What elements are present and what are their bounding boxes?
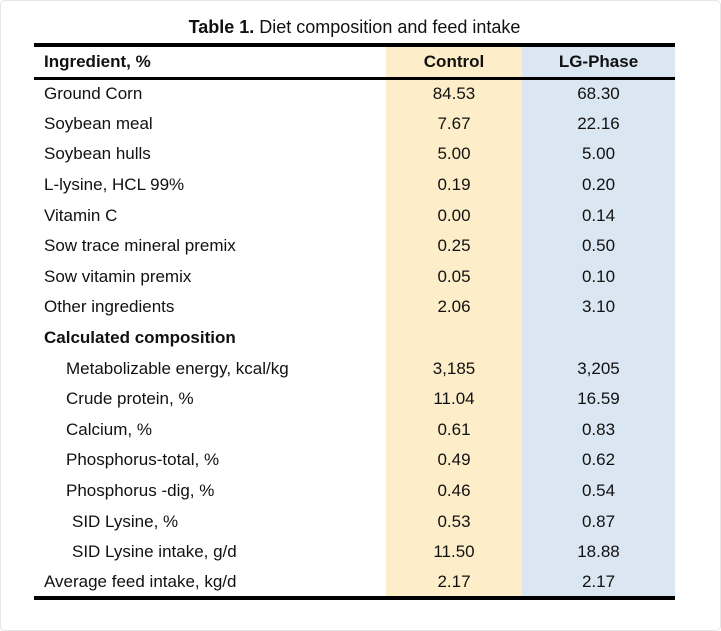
control-value-cell: 0.25	[386, 230, 522, 262]
table-row: Average feed intake, kg/d 2.17 2.17	[34, 567, 675, 599]
lg-phase-value-cell: 68.30	[522, 78, 675, 109]
ingredient-cell: L-lysine, HCL 99%	[34, 169, 386, 201]
column-header-control: Control	[386, 45, 522, 78]
control-value-cell: 0.05	[386, 261, 522, 293]
table-row: Soybean meal 7.67 22.16	[34, 108, 675, 140]
lg-phase-value-cell: 0.50	[522, 230, 675, 262]
section-header-cell: Calculated composition	[34, 322, 386, 354]
lg-phase-value-cell: 0.14	[522, 200, 675, 231]
control-value-cell: 11.04	[386, 383, 522, 415]
control-value-cell: 2.06	[386, 292, 522, 323]
table-row: Calcium, % 0.61 0.83	[34, 414, 675, 446]
control-value-cell: 3,185	[386, 353, 522, 384]
control-value-cell: 7.67	[386, 108, 522, 140]
control-value-cell: 0.49	[386, 445, 522, 476]
table-row: Vitamin C 0.00 0.14	[34, 200, 675, 231]
table-row: Phosphorus-total, % 0.49 0.62	[34, 445, 675, 476]
control-value-cell: 84.53	[386, 78, 522, 109]
ingredient-cell: Calcium, %	[34, 414, 386, 446]
control-value-cell: 0.46	[386, 475, 522, 507]
column-header-lg-phase: LG-Phase	[522, 45, 675, 78]
lg-phase-value-cell: 0.20	[522, 169, 675, 201]
table-title-number: Table 1.	[188, 17, 255, 37]
ingredient-cell: SID Lysine, %	[34, 506, 386, 537]
table-row: Sow trace mineral premix 0.25 0.50	[34, 230, 675, 262]
table-row: Crude protein, % 11.04 16.59	[34, 383, 675, 415]
lg-phase-value-cell: 18.88	[522, 536, 675, 568]
ingredient-cell: Metabolizable energy, kcal/kg	[34, 353, 386, 384]
table-title-text: Diet composition and feed intake	[254, 17, 521, 37]
lg-phase-value-cell: 3.10	[522, 292, 675, 323]
lg-phase-value-cell: 16.59	[522, 383, 675, 415]
table-row: Ground Corn 84.53 68.30	[34, 78, 675, 109]
ingredient-cell: Soybean hulls	[34, 139, 386, 170]
ingredient-cell: Sow trace mineral premix	[34, 230, 386, 262]
control-value-cell: 0.00	[386, 200, 522, 231]
lg-phase-value-cell: 0.62	[522, 445, 675, 476]
control-value-cell: 0.61	[386, 414, 522, 446]
table-row: SID Lysine, % 0.53 0.87	[34, 506, 675, 537]
header-row: Ingredient, % Control LG-Phase	[34, 45, 675, 78]
table-row: Phosphorus -dig, % 0.46 0.54	[34, 475, 675, 507]
diet-composition-table: Ingredient, % Control LG-Phase Ground Co…	[34, 43, 675, 601]
ingredient-cell: Other ingredients	[34, 292, 386, 323]
ingredient-cell: Crude protein, %	[34, 383, 386, 415]
table-row: L-lysine, HCL 99% 0.19 0.20	[34, 169, 675, 201]
table-title: Table 1. Diet composition and feed intak…	[34, 13, 675, 41]
ingredient-cell: Phosphorus-total, %	[34, 445, 386, 476]
lg-phase-value-cell: 0.83	[522, 414, 675, 446]
column-header-ingredient: Ingredient, %	[44, 51, 151, 71]
lg-phase-value-cell: 0.87	[522, 506, 675, 537]
control-value-cell: 2.17	[386, 567, 522, 599]
table-row: Metabolizable energy, kcal/kg 3,185 3,20…	[34, 353, 675, 384]
lg-phase-value-cell: 0.10	[522, 261, 675, 293]
control-value-cell: 5.00	[386, 139, 522, 170]
ingredient-cell: Soybean meal	[34, 108, 386, 140]
ingredient-cell: Average feed intake, kg/d	[34, 567, 386, 599]
ingredient-cell: Phosphorus -dig, %	[34, 475, 386, 507]
table-row: Soybean hulls 5.00 5.00	[34, 139, 675, 170]
lg-phase-value-cell: 0.54	[522, 475, 675, 507]
ingredient-cell: Sow vitamin premix	[34, 261, 386, 293]
control-value-cell	[386, 322, 522, 354]
ingredient-cell: Ground Corn	[34, 78, 386, 109]
lg-phase-value-cell	[522, 322, 675, 354]
table-row: Sow vitamin premix 0.05 0.10	[34, 261, 675, 293]
control-value-cell: 0.19	[386, 169, 522, 201]
control-value-cell: 11.50	[386, 536, 522, 568]
lg-phase-value-cell: 3,205	[522, 353, 675, 384]
lg-phase-value-cell: 2.17	[522, 567, 675, 599]
table-row: Other ingredients 2.06 3.10	[34, 292, 675, 323]
section-row: Calculated composition	[34, 322, 675, 354]
control-value-cell: 0.53	[386, 506, 522, 537]
ingredient-cell: Vitamin C	[34, 200, 386, 231]
table-row: SID Lysine intake, g/d 11.50 18.88	[34, 536, 675, 568]
lg-phase-value-cell: 5.00	[522, 139, 675, 170]
lg-phase-value-cell: 22.16	[522, 108, 675, 140]
ingredient-cell: SID Lysine intake, g/d	[34, 536, 386, 568]
